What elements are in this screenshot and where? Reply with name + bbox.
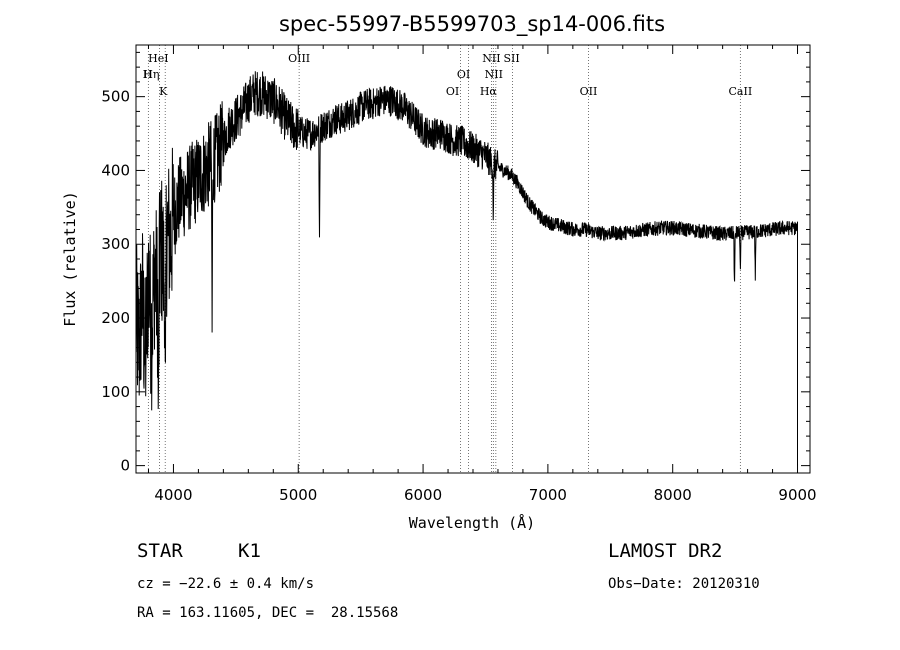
x-tick-label: 6000 <box>404 486 442 504</box>
emission-line-label: CaII <box>729 85 753 98</box>
x-tick-label: 4000 <box>154 486 192 504</box>
y-tick-label: 0 <box>120 457 130 475</box>
redshift-info: cz = −22.6 ± 0.4 km/s <box>137 576 315 592</box>
coordinates: RA = 163.11605, DEC = 28.15568 <box>137 605 399 621</box>
object-subclass: K1 <box>238 540 261 562</box>
emission-line-label: Hα <box>480 85 498 98</box>
x-tick-label: 5000 <box>279 486 317 504</box>
y-tick-label: 400 <box>101 161 130 179</box>
obs-date: Obs−Date: 20120310 <box>608 576 760 592</box>
emission-line-label: SII <box>503 52 519 65</box>
emission-line-label: NII <box>482 52 500 65</box>
emission-line-label: HeI <box>148 52 168 65</box>
x-tick-label: 9000 <box>778 486 816 504</box>
y-tick-label: 100 <box>101 383 130 401</box>
y-tick-label: 300 <box>101 235 130 253</box>
emission-line-label: OIII <box>288 52 310 65</box>
y-axis-ticks: 0 100 200 300 400 500 <box>101 51 810 475</box>
emission-line-label: Hη <box>143 68 159 81</box>
y-tick-label: 500 <box>101 88 130 106</box>
emission-line-label: K <box>159 85 168 98</box>
y-tick-label: 200 <box>101 309 130 327</box>
object-type: STAR <box>137 540 183 562</box>
survey-name: LAMOST DR2 <box>608 540 723 562</box>
x-axis-label: Wavelength (Å) <box>409 513 535 532</box>
x-axis-ticks: 4000 5000 6000 7000 8000 9000 <box>147 45 817 504</box>
x-tick-label: 7000 <box>529 486 567 504</box>
emission-line-label: OI <box>446 85 459 98</box>
y-axis-label: Flux (relative) <box>61 191 79 326</box>
emission-line-label: OII <box>580 85 598 98</box>
emission-line-label: OI <box>457 68 470 81</box>
spectrum-series-line <box>135 71 798 466</box>
x-tick-label: 8000 <box>654 486 692 504</box>
emission-line-label: NII <box>485 68 503 81</box>
emission-line-label: H <box>143 68 153 81</box>
chart-title: spec-55997-B5599703_sp14-006.fits <box>279 12 665 37</box>
